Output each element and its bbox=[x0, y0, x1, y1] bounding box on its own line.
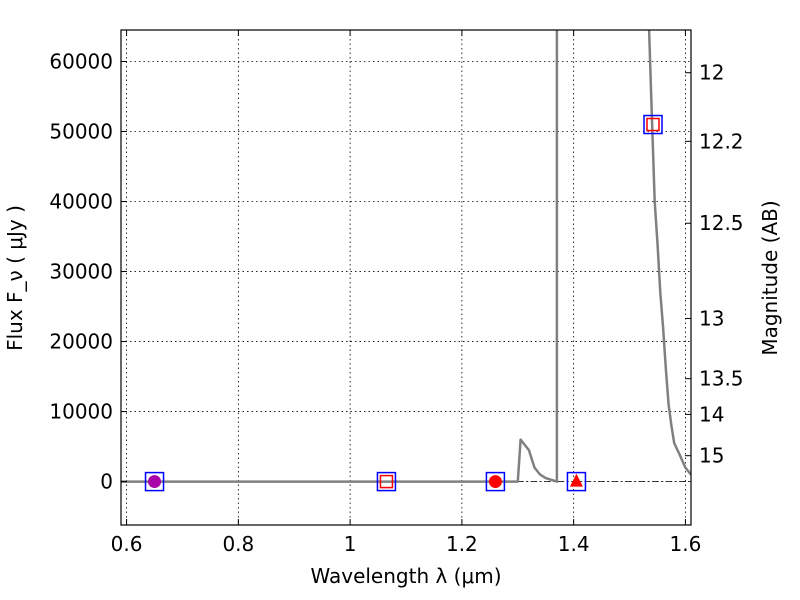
y-tick-label: 40000 bbox=[49, 190, 113, 214]
square-marker bbox=[485, 471, 506, 492]
spectrum-line bbox=[121, 30, 559, 483]
x-tick-label: 1.2 bbox=[446, 532, 478, 556]
tick-labels: 0.6 0.8 1 1.2 1.4 1.6 0 10000 20000 30000 40000 500… bbox=[49, 50, 743, 556]
square-marker bbox=[379, 474, 394, 489]
triangle-marker bbox=[569, 473, 583, 487]
ticks bbox=[121, 30, 691, 525]
square-marker bbox=[144, 471, 165, 492]
y-tick-label: 50000 bbox=[49, 120, 113, 144]
square-marker bbox=[643, 114, 663, 135]
right-tick-label: 14 bbox=[699, 402, 724, 426]
marker-layer bbox=[144, 114, 663, 492]
spectrum-line bbox=[647, 30, 691, 476]
right-tick-label: 12.2 bbox=[699, 129, 744, 153]
right-tick-label: 12.5 bbox=[699, 211, 744, 235]
x-tick-label: 1 bbox=[344, 532, 357, 556]
y-tick-label: 60000 bbox=[49, 50, 113, 74]
square-marker bbox=[646, 117, 660, 132]
circle-marker bbox=[488, 475, 502, 489]
y-right-axis-label: Magnitude (AB) bbox=[758, 200, 782, 355]
x-tick-label: 1.6 bbox=[670, 532, 702, 556]
right-tick-label: 15 bbox=[699, 444, 724, 468]
y-axis-label: Flux F_ν ( μJy ) bbox=[3, 205, 27, 351]
square-marker bbox=[566, 471, 587, 492]
y-tick-label: 30000 bbox=[49, 260, 113, 284]
plot-frame bbox=[120, 29, 692, 526]
series-layer bbox=[121, 30, 691, 483]
x-tick-label: 0.6 bbox=[111, 532, 143, 556]
y-tick-label: 0 bbox=[100, 470, 113, 494]
x-tick-label: 1.4 bbox=[558, 532, 590, 556]
right-tick-label: 13 bbox=[699, 306, 724, 330]
right-tick-label: 13.5 bbox=[699, 367, 744, 391]
x-tick-label: 0.8 bbox=[222, 532, 254, 556]
y-tick-label: 10000 bbox=[49, 400, 113, 424]
x-axis-label: Wavelength λ (μm) bbox=[310, 564, 501, 588]
right-tick-label: 12 bbox=[699, 61, 724, 85]
circle-marker bbox=[148, 475, 162, 489]
y-tick-label: 20000 bbox=[49, 330, 113, 354]
square-marker bbox=[376, 471, 397, 492]
